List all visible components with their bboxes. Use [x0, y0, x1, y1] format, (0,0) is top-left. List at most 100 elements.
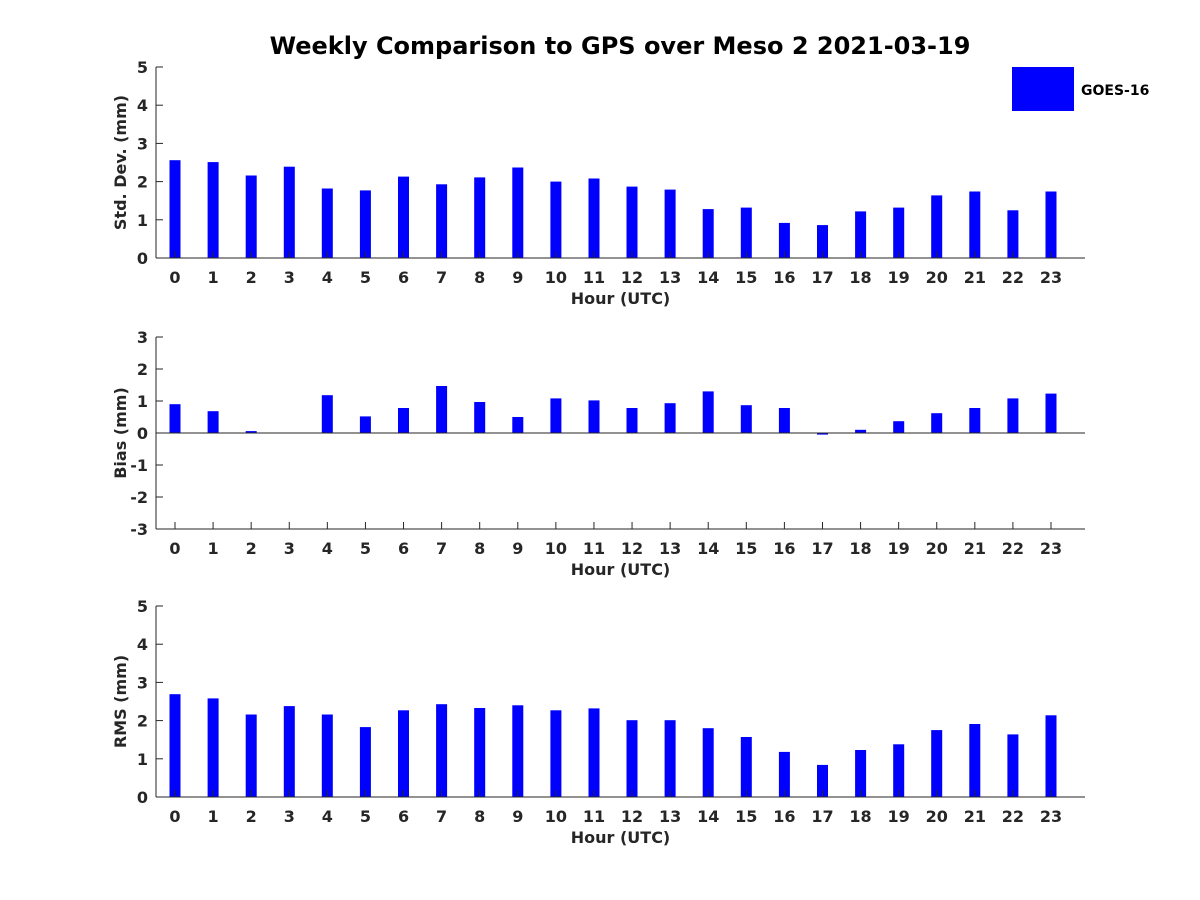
- rms-bar-9: [512, 705, 524, 797]
- bias-xtick-label: 14: [697, 539, 719, 558]
- std-dev-bar-10: [550, 181, 562, 258]
- bias-bar-16: [778, 408, 790, 433]
- std-dev-xtick-label: 2: [246, 268, 257, 287]
- std-dev-bar-22: [1007, 210, 1019, 259]
- rms-bar-10: [550, 710, 562, 797]
- bias-xtick-label: 19: [888, 539, 910, 558]
- std-dev-ytick-label: 0: [137, 249, 148, 268]
- std-dev-bar-0: [169, 160, 181, 258]
- std-dev-xtick-label: 22: [1002, 268, 1024, 287]
- std-dev-xtick-label: 1: [208, 268, 219, 287]
- rms-bar-20: [931, 730, 943, 797]
- rms-bar-19: [893, 744, 905, 797]
- bias-xtick-label: 20: [926, 539, 948, 558]
- std-dev-bar-11: [588, 178, 600, 258]
- bias-bar-10: [550, 398, 562, 433]
- std-dev-ytick-label: 4: [137, 96, 148, 115]
- bias-bar-1: [207, 411, 219, 433]
- rms-bar-11: [588, 708, 600, 797]
- bias-ytick-label: -1: [130, 456, 148, 475]
- std-dev-bar-12: [626, 186, 638, 258]
- std-dev-xtick-label: 7: [436, 268, 447, 287]
- std-dev-bar-7: [436, 184, 448, 258]
- rms-bar-8: [474, 708, 486, 797]
- std-dev-bar-1: [207, 162, 219, 258]
- rms-xtick-label: 13: [659, 807, 681, 826]
- bias-bar-23: [1045, 393, 1057, 433]
- bias-ytick-label: 1: [137, 392, 148, 411]
- std-dev-ylabel: Std. Dev. (mm): [111, 95, 130, 230]
- bias-xtick-label: 23: [1040, 539, 1062, 558]
- bias-xtick-label: 9: [512, 539, 523, 558]
- std-dev-xtick-label: 3: [284, 268, 295, 287]
- rms-xtick-label: 4: [322, 807, 333, 826]
- bias-bar-15: [740, 405, 752, 433]
- bias-xtick-label: 15: [735, 539, 757, 558]
- bias-xtick-label: 0: [169, 539, 180, 558]
- std-dev-ytick-label: 5: [137, 58, 148, 77]
- bias-ytick-label: 3: [137, 328, 148, 347]
- rms-xtick-label: 19: [888, 807, 910, 826]
- std-dev-bar-15: [740, 207, 752, 258]
- std-dev-xtick-label: 5: [360, 268, 371, 287]
- bias-bar-21: [969, 408, 981, 433]
- bias-xtick-label: 13: [659, 539, 681, 558]
- bias-xtick-label: 12: [621, 539, 643, 558]
- std-dev-bar-13: [664, 189, 676, 258]
- rms-xtick-label: 11: [583, 807, 605, 826]
- std-dev-bar-20: [931, 195, 943, 258]
- std-dev-xtick-label: 17: [811, 268, 833, 287]
- bias-bar-6: [398, 408, 409, 433]
- bias-xtick-label: 17: [811, 539, 833, 558]
- rms-xtick-label: 10: [545, 807, 567, 826]
- rms-xtick-label: 9: [512, 807, 523, 826]
- std-dev-xtick-label: 13: [659, 268, 681, 287]
- std-dev-bar-17: [817, 225, 828, 258]
- rms-xtick-label: 3: [284, 807, 295, 826]
- bias-bar-11: [588, 400, 600, 433]
- rms-xtick-label: 7: [436, 807, 447, 826]
- std-dev-xtick-label: 9: [512, 268, 523, 287]
- bias-xtick-label: 18: [849, 539, 871, 558]
- rms-bar-13: [664, 720, 676, 797]
- std-dev-ytick-label: 1: [137, 211, 148, 230]
- rms-xtick-label: 0: [169, 807, 180, 826]
- bias-bar-17: [817, 433, 828, 435]
- std-dev-bar-4: [321, 188, 333, 258]
- std-dev-bar-19: [893, 207, 905, 258]
- bias-bar-0: [169, 404, 181, 433]
- rms-xtick-label: 5: [360, 807, 371, 826]
- rms-bar-21: [969, 724, 981, 797]
- rms-bar-0: [169, 694, 181, 797]
- bias-bar-9: [512, 417, 524, 433]
- std-dev-xtick-label: 11: [583, 268, 605, 287]
- rms-bar-2: [245, 714, 257, 797]
- rms-ytick-label: 4: [137, 635, 148, 654]
- bias-bar-7: [436, 386, 448, 433]
- std-dev-bar-3: [283, 166, 295, 258]
- bias-bar-8: [474, 402, 486, 433]
- bias-xtick-label: 16: [773, 539, 795, 558]
- std-dev-xtick-label: 10: [545, 268, 567, 287]
- rms-bar-1: [207, 698, 219, 797]
- bias-xtick-label: 5: [360, 539, 371, 558]
- rms-ytick-label: 1: [137, 750, 148, 769]
- rms-bar-22: [1007, 734, 1019, 797]
- rms-ytick-label: 2: [137, 712, 148, 731]
- rms-bar-4: [321, 714, 333, 797]
- rms-xlabel: Hour (UTC): [571, 828, 671, 847]
- rms-xtick-label: 23: [1040, 807, 1062, 826]
- std-dev-bar-5: [359, 190, 371, 258]
- bias-xtick-label: 4: [322, 539, 333, 558]
- bias-bar-4: [321, 395, 333, 433]
- bias-bar-2: [245, 431, 257, 433]
- std-dev-ytick-label: 2: [137, 173, 148, 192]
- legend-label-goes16: GOES-16: [1081, 83, 1149, 99]
- bias-xtick-label: 2: [246, 539, 257, 558]
- bias-ytick-label: 0: [137, 424, 148, 443]
- rms-ytick-label: 3: [137, 673, 148, 692]
- bias-ylabel: Bias (mm): [111, 387, 130, 479]
- std-dev-bar-14: [702, 209, 714, 258]
